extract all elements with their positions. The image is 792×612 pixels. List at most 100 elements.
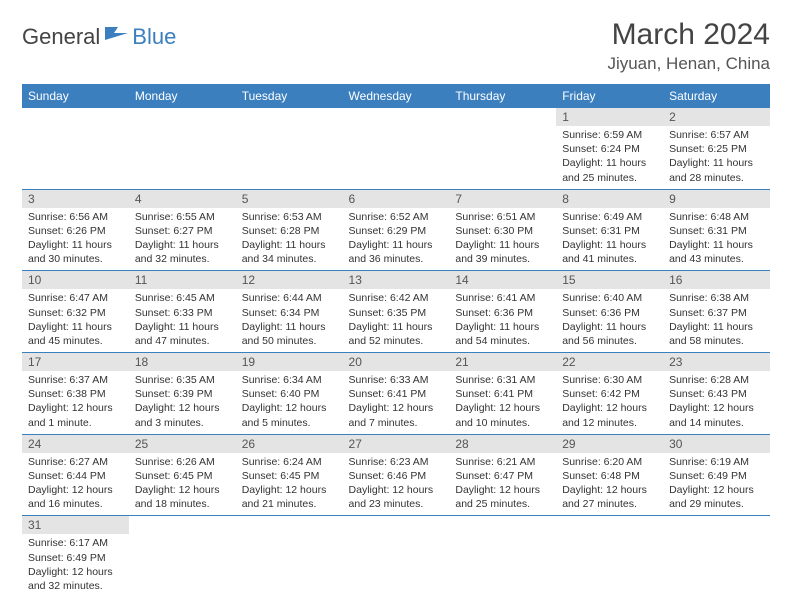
day-number: 16: [663, 271, 770, 289]
calendar-cell: 2Sunrise: 6:57 AMSunset: 6:25 PMDaylight…: [663, 108, 770, 189]
day-number: 11: [129, 271, 236, 289]
calendar-cell: 14Sunrise: 6:41 AMSunset: 6:36 PMDayligh…: [449, 271, 556, 353]
calendar-week-row: 1Sunrise: 6:59 AMSunset: 6:24 PMDaylight…: [22, 108, 770, 189]
calendar-week-row: 17Sunrise: 6:37 AMSunset: 6:38 PMDayligh…: [22, 353, 770, 435]
calendar-cell: 18Sunrise: 6:35 AMSunset: 6:39 PMDayligh…: [129, 353, 236, 435]
calendar-cell: 10Sunrise: 6:47 AMSunset: 6:32 PMDayligh…: [22, 271, 129, 353]
day-details: Sunrise: 6:20 AMSunset: 6:48 PMDaylight:…: [556, 453, 663, 516]
calendar-cell: [129, 108, 236, 189]
calendar-cell: 8Sunrise: 6:49 AMSunset: 6:31 PMDaylight…: [556, 189, 663, 271]
calendar-cell: [343, 108, 450, 189]
weekday-header: Friday: [556, 84, 663, 108]
calendar-cell: 29Sunrise: 6:20 AMSunset: 6:48 PMDayligh…: [556, 434, 663, 516]
calendar-cell: [343, 516, 450, 597]
day-number: 21: [449, 353, 556, 371]
day-details: Sunrise: 6:38 AMSunset: 6:37 PMDaylight:…: [663, 289, 770, 352]
calendar-cell: [22, 108, 129, 189]
day-number: 15: [556, 271, 663, 289]
logo: General Blue: [22, 18, 176, 50]
calendar-week-row: 10Sunrise: 6:47 AMSunset: 6:32 PMDayligh…: [22, 271, 770, 353]
calendar-cell: 15Sunrise: 6:40 AMSunset: 6:36 PMDayligh…: [556, 271, 663, 353]
day-number: 6: [343, 190, 450, 208]
day-details: Sunrise: 6:42 AMSunset: 6:35 PMDaylight:…: [343, 289, 450, 352]
day-details: Sunrise: 6:27 AMSunset: 6:44 PMDaylight:…: [22, 453, 129, 516]
title-block: March 2024 Jiyuan, Henan, China: [607, 18, 770, 74]
calendar-cell: 25Sunrise: 6:26 AMSunset: 6:45 PMDayligh…: [129, 434, 236, 516]
day-number: 3: [22, 190, 129, 208]
calendar-week-row: 3Sunrise: 6:56 AMSunset: 6:26 PMDaylight…: [22, 189, 770, 271]
header: General Blue March 2024 Jiyuan, Henan, C…: [22, 18, 770, 74]
day-number: 17: [22, 353, 129, 371]
weekday-header: Tuesday: [236, 84, 343, 108]
weekday-header: Saturday: [663, 84, 770, 108]
calendar-cell: 9Sunrise: 6:48 AMSunset: 6:31 PMDaylight…: [663, 189, 770, 271]
calendar-cell: 27Sunrise: 6:23 AMSunset: 6:46 PMDayligh…: [343, 434, 450, 516]
day-details: Sunrise: 6:52 AMSunset: 6:29 PMDaylight:…: [343, 208, 450, 271]
weekday-header: Monday: [129, 84, 236, 108]
day-number: 12: [236, 271, 343, 289]
day-details: Sunrise: 6:53 AMSunset: 6:28 PMDaylight:…: [236, 208, 343, 271]
day-number: 7: [449, 190, 556, 208]
day-number: 27: [343, 435, 450, 453]
day-details: Sunrise: 6:59 AMSunset: 6:24 PMDaylight:…: [556, 126, 663, 189]
logo-flag-icon: [104, 25, 130, 46]
empty-cell: [129, 108, 236, 126]
day-details: Sunrise: 6:24 AMSunset: 6:45 PMDaylight:…: [236, 453, 343, 516]
day-number: 9: [663, 190, 770, 208]
day-number: 1: [556, 108, 663, 126]
calendar-cell: 21Sunrise: 6:31 AMSunset: 6:41 PMDayligh…: [449, 353, 556, 435]
calendar-cell: 11Sunrise: 6:45 AMSunset: 6:33 PMDayligh…: [129, 271, 236, 353]
day-details: Sunrise: 6:48 AMSunset: 6:31 PMDaylight:…: [663, 208, 770, 271]
day-details: Sunrise: 6:45 AMSunset: 6:33 PMDaylight:…: [129, 289, 236, 352]
calendar-cell: 23Sunrise: 6:28 AMSunset: 6:43 PMDayligh…: [663, 353, 770, 435]
day-details: Sunrise: 6:26 AMSunset: 6:45 PMDaylight:…: [129, 453, 236, 516]
calendar-cell: 12Sunrise: 6:44 AMSunset: 6:34 PMDayligh…: [236, 271, 343, 353]
day-details: Sunrise: 6:21 AMSunset: 6:47 PMDaylight:…: [449, 453, 556, 516]
day-details: Sunrise: 6:51 AMSunset: 6:30 PMDaylight:…: [449, 208, 556, 271]
calendar-cell: [129, 516, 236, 597]
calendar-cell: [449, 108, 556, 189]
calendar-cell: 7Sunrise: 6:51 AMSunset: 6:30 PMDaylight…: [449, 189, 556, 271]
day-number: 4: [129, 190, 236, 208]
calendar-table: SundayMondayTuesdayWednesdayThursdayFrid…: [22, 84, 770, 597]
day-details: Sunrise: 6:35 AMSunset: 6:39 PMDaylight:…: [129, 371, 236, 434]
weekday-header: Wednesday: [343, 84, 450, 108]
calendar-cell: [236, 516, 343, 597]
day-number: 30: [663, 435, 770, 453]
weekday-header: Sunday: [22, 84, 129, 108]
day-details: Sunrise: 6:40 AMSunset: 6:36 PMDaylight:…: [556, 289, 663, 352]
calendar-cell: 28Sunrise: 6:21 AMSunset: 6:47 PMDayligh…: [449, 434, 556, 516]
calendar-cell: 16Sunrise: 6:38 AMSunset: 6:37 PMDayligh…: [663, 271, 770, 353]
calendar-cell: [449, 516, 556, 597]
empty-cell: [22, 108, 129, 126]
weekday-header: Thursday: [449, 84, 556, 108]
day-number: 10: [22, 271, 129, 289]
day-number: 29: [556, 435, 663, 453]
day-details: Sunrise: 6:34 AMSunset: 6:40 PMDaylight:…: [236, 371, 343, 434]
calendar-cell: 19Sunrise: 6:34 AMSunset: 6:40 PMDayligh…: [236, 353, 343, 435]
weekday-header-row: SundayMondayTuesdayWednesdayThursdayFrid…: [22, 84, 770, 108]
day-number: 18: [129, 353, 236, 371]
day-number: 8: [556, 190, 663, 208]
calendar-cell: 20Sunrise: 6:33 AMSunset: 6:41 PMDayligh…: [343, 353, 450, 435]
day-number: 25: [129, 435, 236, 453]
logo-text-general: General: [22, 24, 100, 50]
calendar-cell: 24Sunrise: 6:27 AMSunset: 6:44 PMDayligh…: [22, 434, 129, 516]
empty-cell: [449, 108, 556, 126]
day-details: Sunrise: 6:28 AMSunset: 6:43 PMDaylight:…: [663, 371, 770, 434]
day-number: 19: [236, 353, 343, 371]
day-details: Sunrise: 6:57 AMSunset: 6:25 PMDaylight:…: [663, 126, 770, 189]
day-details: Sunrise: 6:33 AMSunset: 6:41 PMDaylight:…: [343, 371, 450, 434]
calendar-cell: 13Sunrise: 6:42 AMSunset: 6:35 PMDayligh…: [343, 271, 450, 353]
day-details: Sunrise: 6:23 AMSunset: 6:46 PMDaylight:…: [343, 453, 450, 516]
day-details: Sunrise: 6:37 AMSunset: 6:38 PMDaylight:…: [22, 371, 129, 434]
day-number: 5: [236, 190, 343, 208]
day-details: Sunrise: 6:17 AMSunset: 6:49 PMDaylight:…: [22, 534, 129, 597]
day-number: 14: [449, 271, 556, 289]
calendar-cell: [556, 516, 663, 597]
calendar-cell: [236, 108, 343, 189]
calendar-cell: 31Sunrise: 6:17 AMSunset: 6:49 PMDayligh…: [22, 516, 129, 597]
calendar-cell: 30Sunrise: 6:19 AMSunset: 6:49 PMDayligh…: [663, 434, 770, 516]
location: Jiyuan, Henan, China: [607, 54, 770, 74]
calendar-week-row: 31Sunrise: 6:17 AMSunset: 6:49 PMDayligh…: [22, 516, 770, 597]
